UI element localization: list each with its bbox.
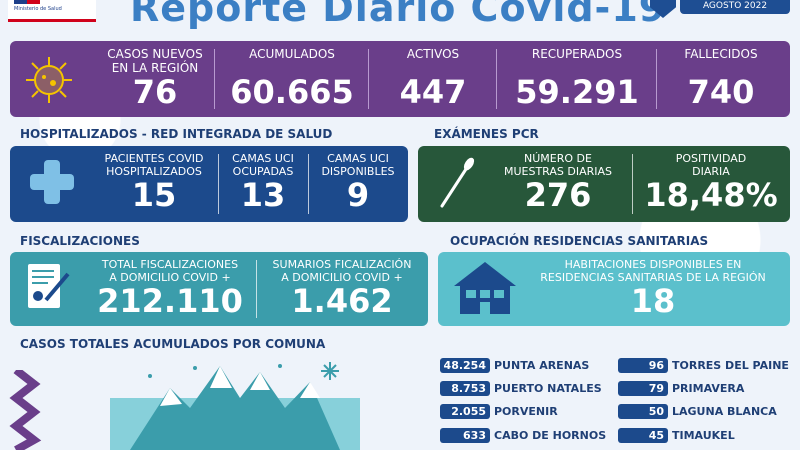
- hospital-panel: PACIENTES COVID HOSPITALIZADOS 15 CAMAS U…: [10, 146, 408, 222]
- stat-value: 76: [132, 73, 178, 111]
- section-title-residences: OCUPACIÓN RESIDENCIAS SANITARIAS: [450, 234, 709, 248]
- cell-label: NÚMERO DE: [524, 152, 592, 165]
- commune-name: PRIMAVERA: [672, 382, 745, 395]
- cell-value: 13: [240, 176, 286, 214]
- summary-stats-panel: CASOS NUEVOS EN LA REGIÓN 76 ACUMULADOS 6…: [10, 41, 790, 117]
- flag-icon: [14, 0, 40, 4]
- stat-accumulated: ACUMULADOS 60.665: [216, 41, 368, 117]
- cell-label: SUMARIOS FICALIZACIÓN: [272, 258, 412, 271]
- commune-name: PUERTO NATALES: [494, 382, 602, 395]
- cell-label: DIARIA: [692, 165, 730, 178]
- stat-value: 59.291: [515, 73, 639, 111]
- stat-new-cases: CASOS NUEVOS EN LA REGIÓN 76: [90, 41, 220, 117]
- swab-icon: [440, 157, 475, 208]
- divider: [656, 49, 657, 109]
- cell-label: CAMAS UCI: [327, 152, 389, 165]
- cell-value: 276: [524, 176, 592, 214]
- commune-name: TORRES DEL PAINE: [672, 359, 789, 372]
- stat-value: 740: [687, 73, 755, 111]
- cell-value: 9: [346, 176, 370, 214]
- cell-label: A DOMICILIO COVID +: [109, 271, 231, 284]
- cell-label: HOSPITALIZADOS: [106, 165, 202, 178]
- page-title: Reporte Diario Covid-19: [130, 0, 667, 30]
- ministry-logo: Ministerio de Salud: [8, 0, 96, 22]
- cell-value: 18,48%: [644, 176, 778, 214]
- section-title-hospital: HOSPITALIZADOS - RED INTEGRADA DE SALUD: [20, 127, 333, 141]
- cell-label: HABITACIONES DISPONIBLES EN: [564, 258, 742, 271]
- fiscal-panel: TOTAL FISCALIZACIONES A DOMICILIO COVID +…: [10, 252, 428, 326]
- stat-value: 60.665: [230, 73, 354, 111]
- stat-label: ACTIVOS: [406, 47, 460, 61]
- commune-count: 50: [618, 404, 668, 419]
- cell-pcr-samples: NÚMERO DE MUESTRAS DIARIAS 276: [488, 146, 628, 212]
- commune-name: CABO DE HORNOS: [494, 429, 607, 442]
- stat-label: FALLECIDOS: [684, 47, 758, 61]
- divider: [496, 49, 497, 109]
- cell-label: RESIDENCIAS SANITARIAS DE LA REGIÓN: [540, 271, 766, 284]
- cell-label: TOTAL FISCALIZACIONES: [101, 258, 239, 271]
- ministry-name: Ministerio de Salud: [14, 6, 62, 12]
- divider: [308, 154, 309, 214]
- cell-label: A DOMICILIO COVID +: [281, 271, 403, 284]
- stat-recovered: RECUPERADOS 59.291: [498, 41, 656, 117]
- section-title-pcr: EXÁMENES PCR: [434, 127, 539, 141]
- stat-label: CASOS NUEVOS: [107, 47, 203, 61]
- divider: [368, 49, 369, 109]
- commune-count: 2.055: [440, 404, 490, 419]
- mountains-illustration: [110, 362, 360, 450]
- document-pen-icon: [28, 264, 70, 308]
- commune-count: 45: [618, 428, 668, 443]
- commune-name: PUNTA ARENAS: [494, 359, 590, 372]
- medical-cross-icon: [30, 160, 74, 204]
- house-icon: [454, 262, 516, 314]
- stat-value: 447: [399, 73, 467, 111]
- commune-name: LAGUNA BLANCA: [672, 405, 777, 418]
- residences-panel: HABITACIONES DISPONIBLES EN RESIDENCIAS S…: [438, 252, 790, 326]
- divider: [256, 260, 257, 318]
- cell-hospitalized: PACIENTES COVID HOSPITALIZADOS 15: [90, 146, 218, 212]
- stat-active: ACTIVOS 447: [370, 41, 496, 117]
- section-title-communes: CASOS TOTALES ACUMULADOS POR COMUNA: [20, 337, 326, 351]
- cell-label: OCUPADAS: [232, 165, 294, 178]
- cell-pcr-positivity: POSITIVIDAD DIARIA 18,48%: [634, 146, 788, 212]
- commune-count: 79: [618, 381, 668, 396]
- commune-count: 96: [618, 358, 668, 373]
- stat-label: EN LA REGIÓN: [111, 61, 199, 75]
- divider: [214, 49, 215, 109]
- cell-value: 15: [131, 176, 177, 214]
- cell-icu-occupied: CAMAS UCI OCUPADAS 13: [220, 146, 306, 212]
- cell-label: DISPONIBLES: [321, 165, 395, 178]
- divider: [218, 154, 219, 214]
- cell-label: MUESTRAS DIARIAS: [503, 165, 613, 178]
- commune-count: 8.753: [440, 381, 490, 396]
- commune-name: PORVENIR: [494, 405, 558, 418]
- cell-value: 1.462: [291, 282, 393, 320]
- cell-summary-inspections: SUMARIOS FICALIZACIÓN A DOMICILIO COVID +…: [258, 252, 426, 318]
- stat-label: ACUMULADOS: [249, 47, 335, 61]
- commune-name: TIMAUKEL: [672, 429, 735, 442]
- pcr-panel: NÚMERO DE MUESTRAS DIARIAS 276 POSITIVIDA…: [418, 146, 790, 222]
- stat-label: RECUPERADOS: [531, 47, 623, 61]
- cell-value: 212.110: [97, 282, 243, 320]
- cell-label: PACIENTES COVID: [104, 152, 204, 165]
- cell-value: 18: [630, 282, 676, 320]
- report-date: AGOSTO 2022: [680, 0, 790, 14]
- virus-icon: [26, 57, 72, 103]
- cell-icu-available: CAMAS UCI DISPONIBLES 9: [310, 146, 406, 212]
- cell-label: CAMAS UCI: [232, 152, 294, 165]
- stat-deceased: FALLECIDOS 740: [658, 41, 784, 117]
- cell-label: POSITIVIDAD: [675, 152, 747, 165]
- commune-count: 633: [440, 428, 490, 443]
- cell-total-inspections: TOTAL FISCALIZACIONES A DOMICILIO COVID +…: [82, 252, 258, 318]
- cell-residences: HABITACIONES DISPONIBLES EN RESIDENCIAS S…: [518, 252, 788, 318]
- zigzag-decoration: [9, 370, 42, 450]
- commune-count: 48.254: [440, 358, 490, 373]
- divider: [632, 154, 633, 214]
- header: Ministerio de Salud Reporte Diario Covid…: [0, 0, 800, 30]
- section-title-fiscal: FISCALIZACIONES: [20, 234, 140, 248]
